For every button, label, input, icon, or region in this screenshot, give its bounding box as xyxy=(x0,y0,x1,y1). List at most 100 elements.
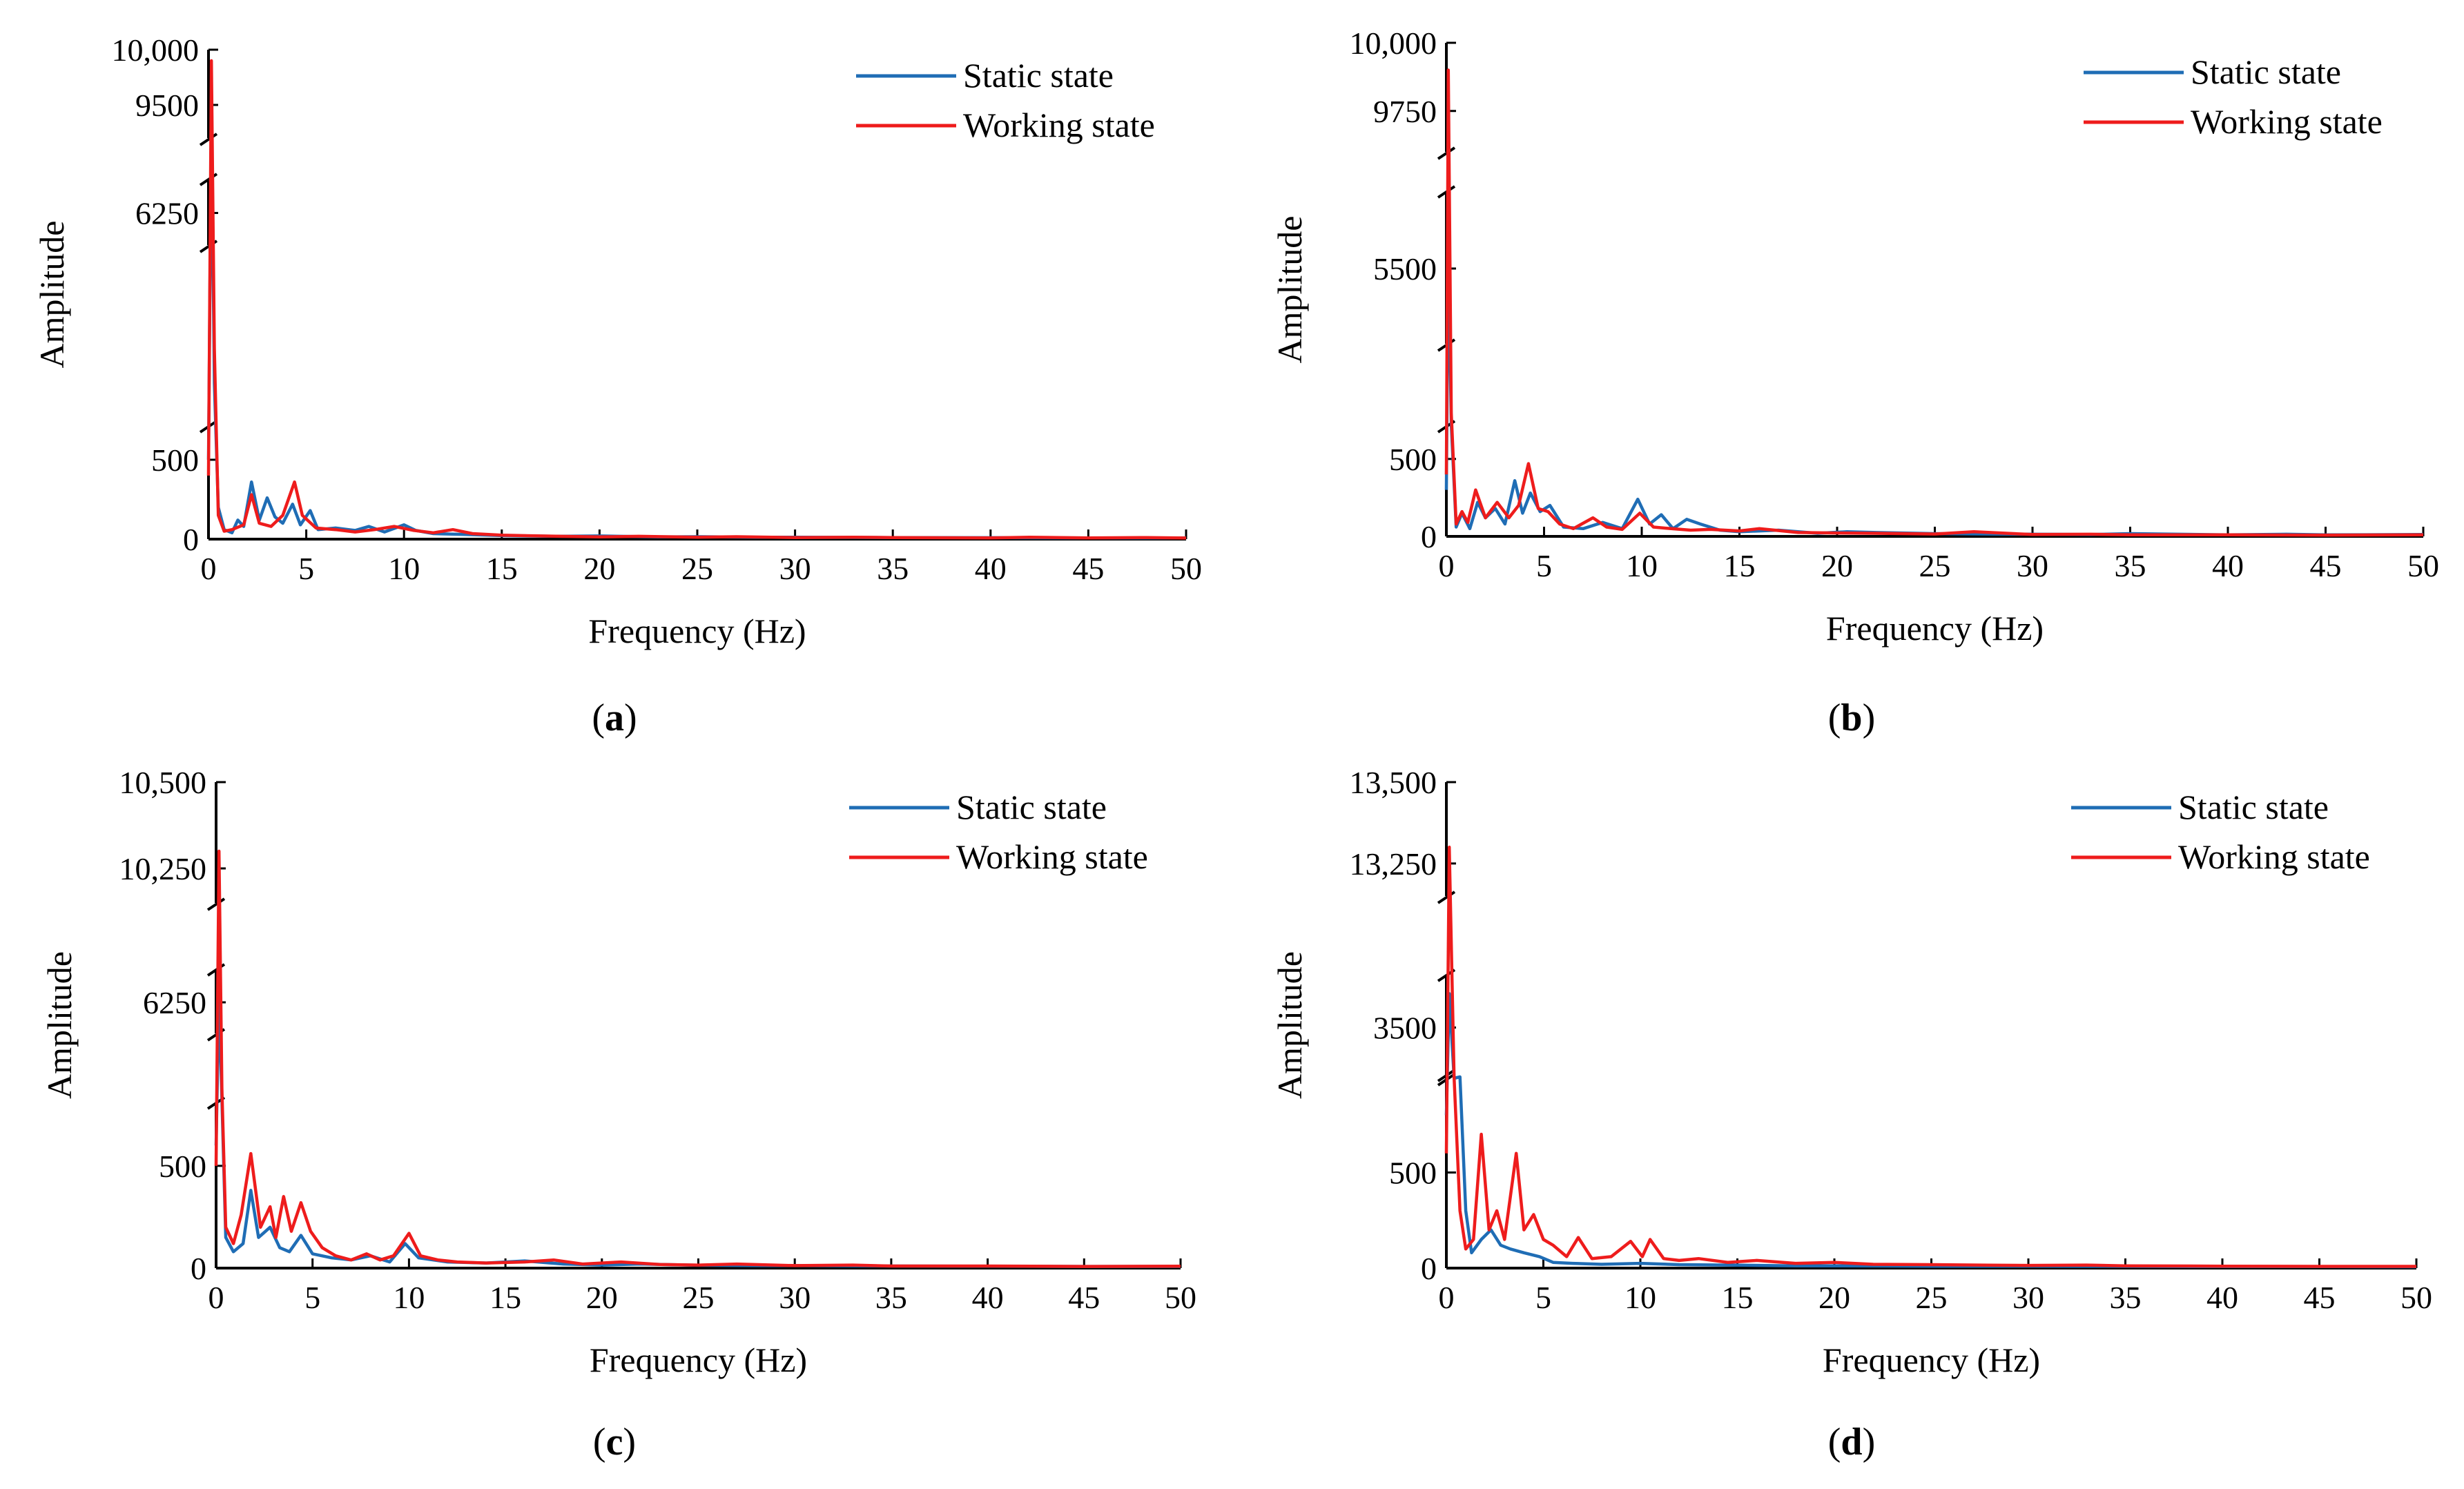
x-tick-label: 45 xyxy=(2304,1280,2336,1315)
x-axis-title: Frequency (Hz) xyxy=(1823,1341,2040,1379)
legend-label-static: Static state xyxy=(956,788,1107,826)
x-tick-label: 40 xyxy=(2212,548,2244,583)
axis-break-mark xyxy=(1437,891,1456,904)
x-tick-label: 40 xyxy=(972,1280,1004,1315)
y-axis-title: Amplitude xyxy=(1270,951,1309,1099)
x-tick-label: 35 xyxy=(877,551,909,586)
panel-label: (c) xyxy=(593,1421,636,1463)
panel-label-open: ( xyxy=(1828,1421,1841,1463)
x-tick-label: 5 xyxy=(298,551,314,586)
y-axis-title: Amplitude xyxy=(40,951,79,1099)
x-tick-label: 15 xyxy=(486,551,518,586)
series-line-working xyxy=(1444,68,2424,537)
y-tick-label: 6250 xyxy=(143,985,206,1020)
x-tick-label: 15 xyxy=(489,1280,521,1315)
x-tick-label: 50 xyxy=(1165,1280,1196,1315)
panel-label-open: ( xyxy=(593,1421,606,1463)
x-tick-label: 20 xyxy=(583,551,615,586)
panel-label: (d) xyxy=(1828,1421,1875,1463)
axis-break-mark xyxy=(199,133,218,146)
chart-panel-a: 0 500 6250 9500 10,000 0 5 10 15 20 25 30 35 40 45 50 Fr… xyxy=(32,32,1202,739)
x-axis-title: Frequency (Hz) xyxy=(590,1341,807,1379)
x-tick-label: 0 xyxy=(1439,548,1455,583)
y-tick-label: 9750 xyxy=(1373,94,1437,129)
y-tick-label: 5500 xyxy=(1373,251,1437,286)
x-tick-label: 20 xyxy=(1818,1280,1850,1315)
y-axis-title: Amplitude xyxy=(1270,216,1309,364)
chart-panel-b: 0 500 5500 9750 10,000 0 5 10 15 20 25 30 35 40 45 50 Fr… xyxy=(1270,26,2439,739)
x-tick-label: 40 xyxy=(2206,1280,2238,1315)
x-tick-label: 10 xyxy=(388,551,420,586)
x-tick-label: 50 xyxy=(2407,548,2439,583)
x-tick-label: 40 xyxy=(975,551,1007,586)
x-tick-label: 45 xyxy=(1068,1280,1100,1315)
series-line-static xyxy=(1444,992,2417,1269)
x-tick-label: 20 xyxy=(1821,548,1853,583)
y-tick-label: 0 xyxy=(1421,519,1437,554)
x-tick-label: 45 xyxy=(2310,548,2342,583)
series-line-static xyxy=(206,114,1186,540)
y-tick-label: 500 xyxy=(1389,442,1437,477)
panel-label-close: ) xyxy=(1863,1421,1876,1463)
x-tick-label: 35 xyxy=(2110,1280,2142,1315)
legend-label-static: Static state xyxy=(2178,788,2329,826)
x-tick-label: 10 xyxy=(1624,1280,1656,1315)
x-tick-label: 30 xyxy=(2012,1280,2044,1315)
x-tick-label: 30 xyxy=(779,551,811,586)
y-tick-label: 10,000 xyxy=(1350,26,1437,61)
x-tick-label: 20 xyxy=(586,1280,618,1315)
x-axis-title: Frequency (Hz) xyxy=(588,612,806,650)
y-tick-label: 500 xyxy=(151,442,199,478)
axis-break-mark xyxy=(206,897,226,911)
series-line-static xyxy=(214,994,1181,1268)
x-tick-label: 30 xyxy=(2017,548,2048,583)
x-tick-label: 5 xyxy=(1535,1280,1551,1315)
x-tick-label: 25 xyxy=(681,551,713,586)
series-line-static xyxy=(1444,242,2424,537)
y-tick-label: 500 xyxy=(159,1149,206,1184)
x-tick-label: 30 xyxy=(779,1280,811,1315)
legend-label-working: Working state xyxy=(2191,102,2383,141)
legend-label-static: Static state xyxy=(963,56,1114,95)
x-tick-label: 5 xyxy=(1536,548,1552,583)
legend-label-working: Working state xyxy=(963,106,1155,144)
x-tick-label: 25 xyxy=(1919,548,1951,583)
x-tick-label: 5 xyxy=(304,1280,320,1315)
series-line-working xyxy=(1444,846,2416,1268)
x-tick-label: 50 xyxy=(1170,551,1202,586)
x-tick-label: 15 xyxy=(1724,548,1756,583)
panel-label: (b) xyxy=(1828,697,1875,739)
y-tick-label: 3500 xyxy=(1373,1011,1437,1046)
y-axis-title: Amplitude xyxy=(32,221,71,369)
y-tick-label: 0 xyxy=(1421,1251,1437,1286)
series-line-working xyxy=(206,59,1187,540)
panel-label-open: ( xyxy=(592,697,605,739)
legend-label-working: Working state xyxy=(2178,837,2370,876)
x-tick-label: 0 xyxy=(208,1280,224,1315)
y-tick-label: 10,500 xyxy=(119,765,207,800)
x-tick-label: 25 xyxy=(1916,1280,1948,1315)
x-tick-label: 0 xyxy=(1439,1280,1455,1315)
panel-label-close: ) xyxy=(1863,697,1876,739)
x-tick-label: 10 xyxy=(1626,548,1658,583)
x-tick-label: 10 xyxy=(393,1280,425,1315)
panel-label-letter: b xyxy=(1841,697,1862,739)
y-tick-label: 500 xyxy=(1389,1156,1437,1191)
legend-label-working: Working state xyxy=(956,837,1148,876)
panel-label-close: ) xyxy=(624,697,637,739)
x-tick-label: 35 xyxy=(875,1280,907,1315)
x-axis-title: Frequency (Hz) xyxy=(1826,609,2044,648)
panel-label: (a) xyxy=(592,697,637,739)
x-tick-label: 45 xyxy=(1072,551,1104,586)
chart-panel-c: 0 500 6250 10,250 10,500 0 5 10 15 20 25 30 35 40 45 50… xyxy=(40,765,1196,1463)
x-tick-label: 50 xyxy=(2400,1280,2432,1315)
y-tick-label: 13,250 xyxy=(1350,846,1437,882)
panel-label-open: ( xyxy=(1828,697,1841,739)
panel-label-letter: a xyxy=(605,697,624,739)
series-line-working xyxy=(214,849,1181,1268)
x-tick-label: 15 xyxy=(1722,1280,1754,1315)
panel-label-close: ) xyxy=(623,1421,636,1463)
y-tick-label: 10,250 xyxy=(119,851,207,886)
y-tick-label: 0 xyxy=(183,522,199,557)
